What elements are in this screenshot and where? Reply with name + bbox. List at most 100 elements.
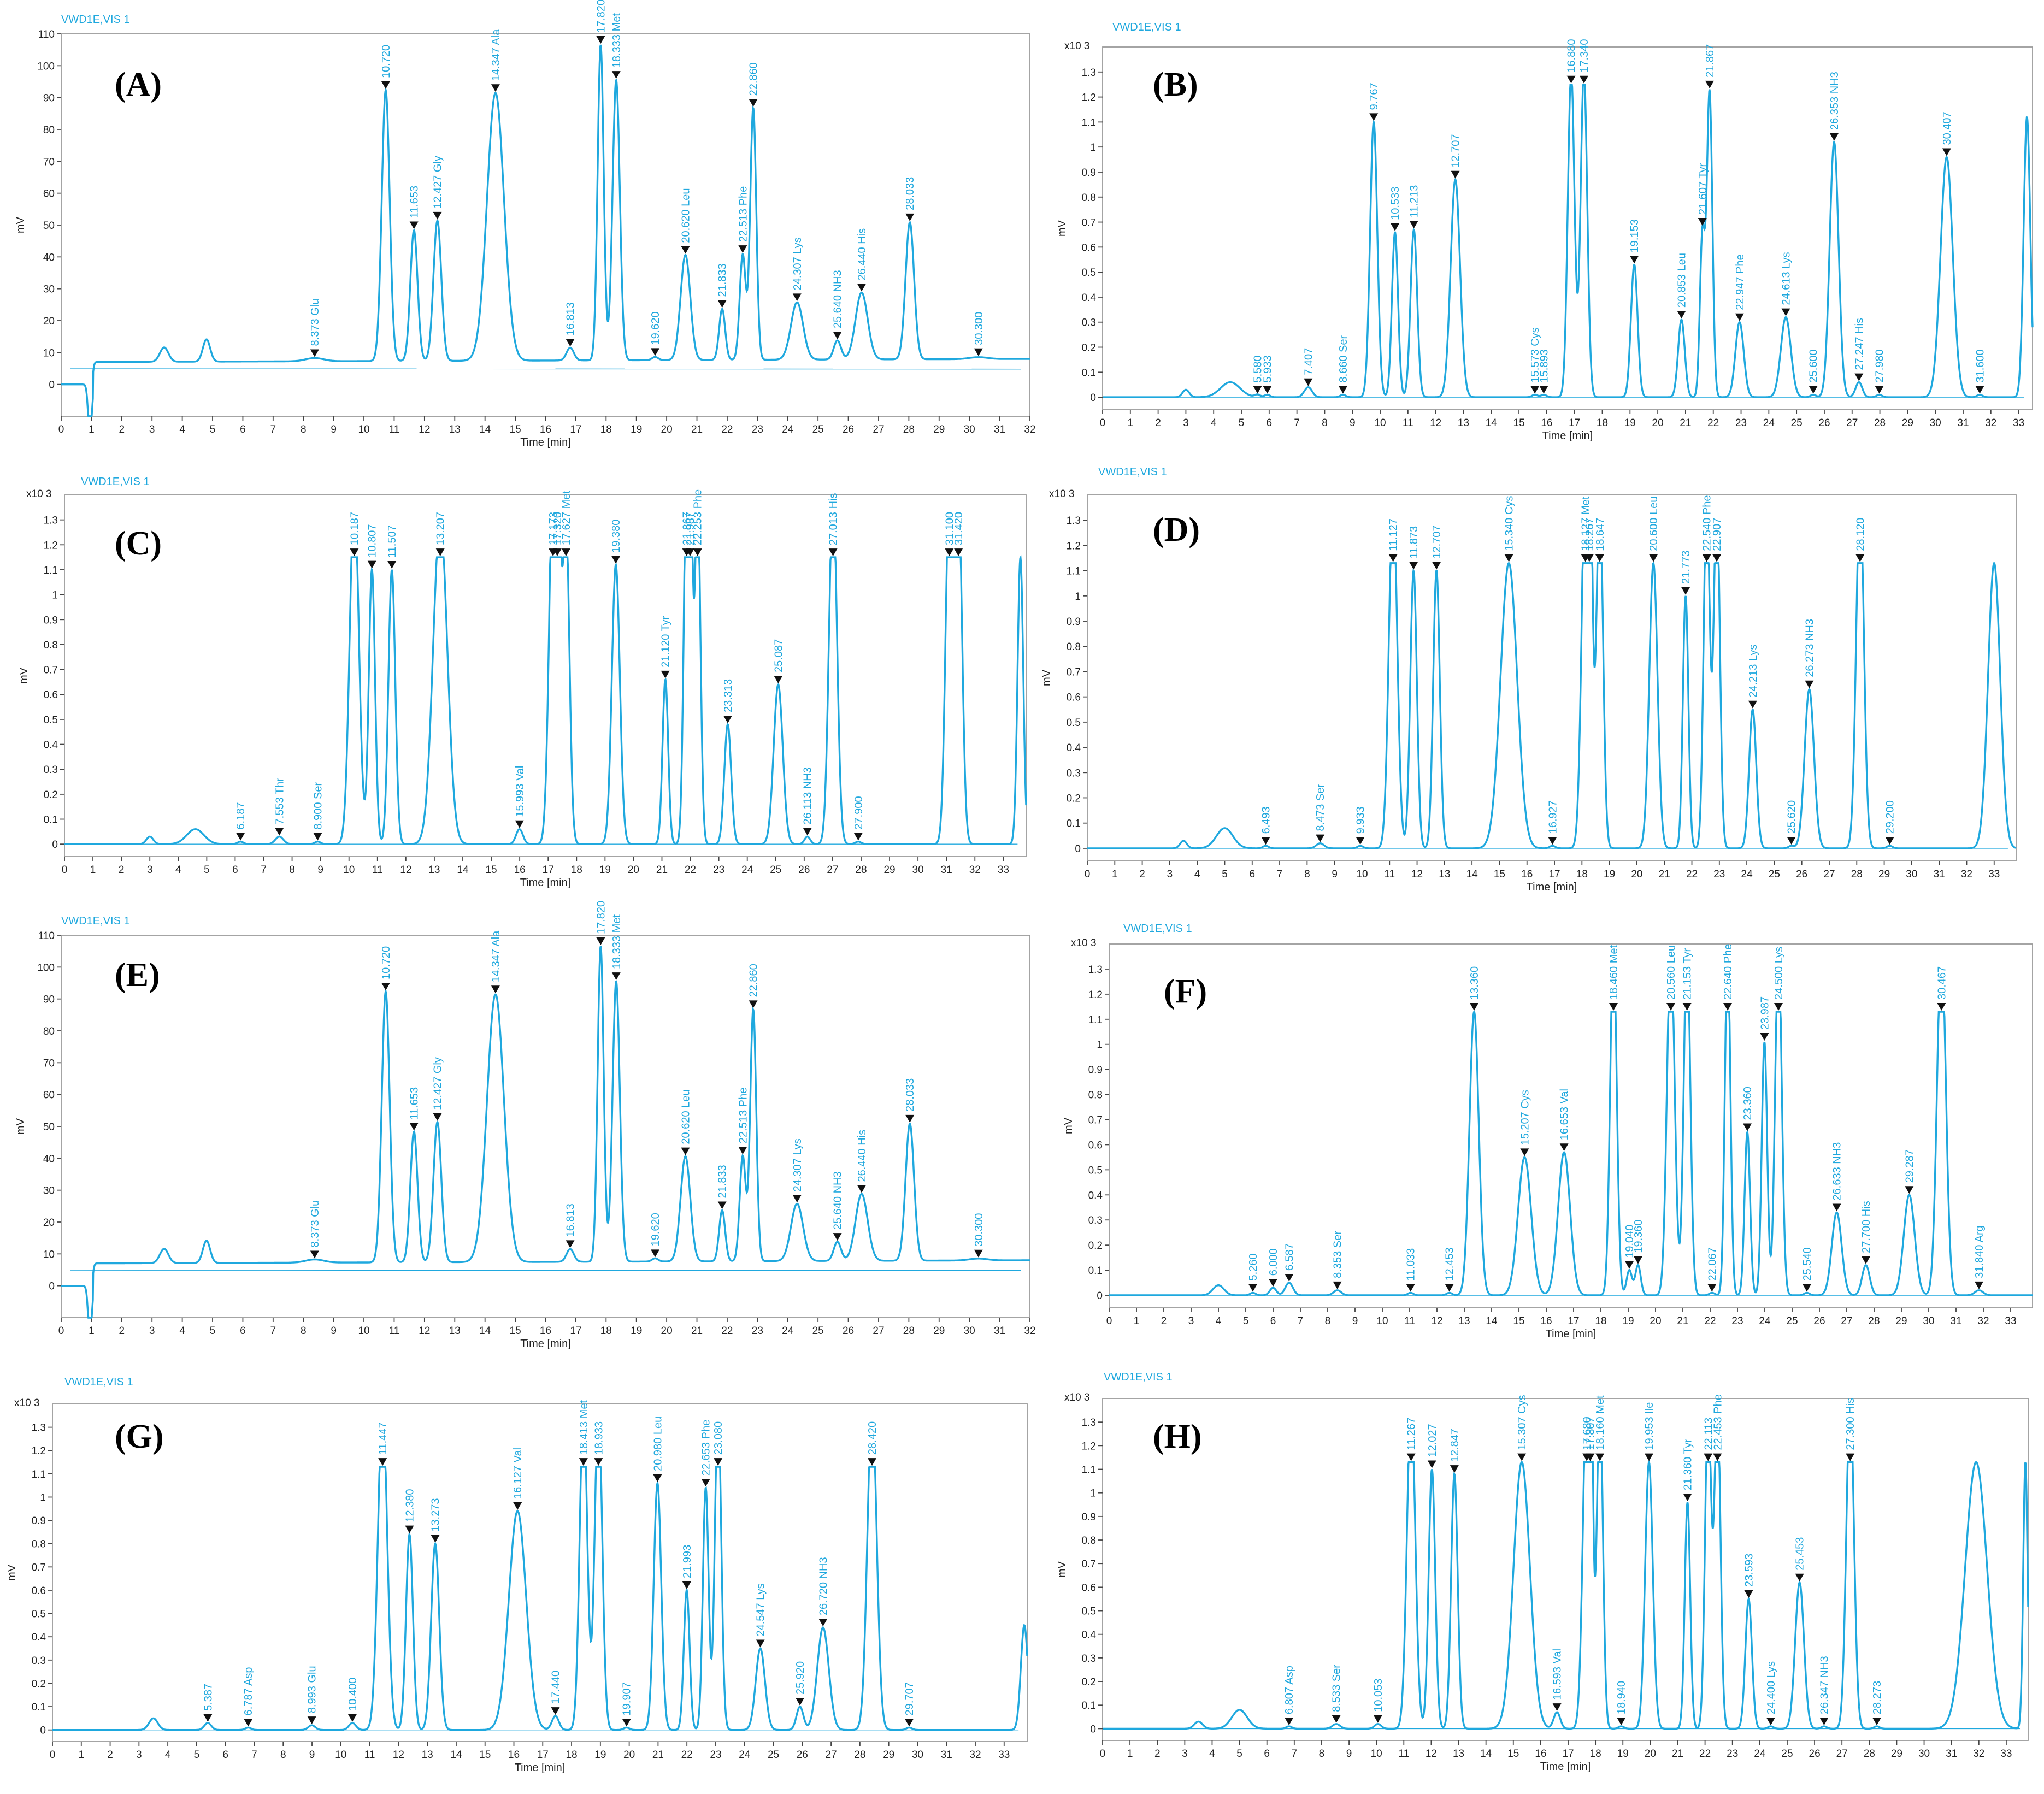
peak-marker: 20.620 Leu [680, 1089, 692, 1155]
x-tick-label: 7 [261, 864, 267, 876]
y-tick-label: 0.9 [32, 1515, 46, 1527]
peak-label: 19.953 Ile [1644, 1402, 1656, 1450]
peak-label: 12.707 [1450, 134, 1462, 168]
signal-trace [61, 44, 1030, 417]
peak-marker: 24.547 Lys [755, 1583, 767, 1648]
x-tick-label: 26 [843, 1325, 854, 1337]
peak-triangle-icon [651, 348, 660, 356]
peak-label: 29.200 [1884, 800, 1896, 834]
peak-marker: 27.980 [1874, 349, 1886, 394]
y-axis-label: mV [18, 667, 30, 684]
x-tick-label: 31 [1957, 417, 1969, 429]
peak-label: 17.807 [1584, 1417, 1597, 1450]
peak-marker: 12.453 [1444, 1247, 1456, 1292]
peak-marker: 15.893 [1538, 349, 1550, 394]
plot-frame [1102, 46, 2033, 410]
x-tick-label: 2 [119, 864, 125, 876]
peak-label: 27.980 [1874, 349, 1886, 382]
peak-triangle-icon [1781, 308, 1790, 316]
x-tick-label: 32 [969, 1749, 981, 1761]
x-tick-label: 29 [1895, 1315, 1907, 1327]
x-tick-label: 13 [1458, 417, 1469, 429]
y-tick-label: 0.8 [1082, 192, 1096, 204]
x-tick-label: 22 [1704, 1315, 1716, 1327]
peak-marker: 25.640 NH3 [832, 1171, 844, 1241]
peak-marker: 24.307 Lys [792, 1138, 804, 1203]
y-tick-label: 0.7 [1067, 666, 1081, 678]
x-tick-label: 10 [1374, 417, 1386, 429]
y-tick-label: 0.4 [32, 1632, 46, 1643]
peak-triangle-icon [1595, 554, 1604, 562]
chart-title: VWD1E,VIS 1 [1098, 466, 1167, 478]
x-tick-label: 7 [270, 424, 276, 435]
peak-triangle-icon [405, 1525, 414, 1533]
peak-marker: 21.987 [685, 512, 697, 557]
y-tick-label: 1.2 [1088, 989, 1103, 1001]
x-tick-label: 29 [1891, 1748, 1902, 1760]
x-tick-label: 4 [175, 864, 181, 876]
peak-triangle-icon [1723, 1003, 1732, 1011]
y-axis-label: mV [15, 1118, 27, 1135]
peak-marker: 31.100 [944, 512, 956, 557]
y-tick-label: 0.5 [1067, 717, 1081, 729]
x-tick-label: 8 [301, 424, 307, 435]
y-tick-label: 0.5 [1082, 267, 1096, 279]
peak-triangle-icon [1520, 1148, 1529, 1156]
y-tick-label: 0.2 [1082, 343, 1096, 354]
x-tick-label: 21 [691, 424, 703, 435]
peak-marker: 26.347 NH3 [1818, 1656, 1830, 1726]
peak-label: 9.767 [1368, 82, 1380, 110]
peak-label: 25.920 [794, 1661, 806, 1695]
peak-triangle-icon [1645, 1453, 1654, 1461]
peak-marker: 20.853 Leu [1676, 253, 1688, 319]
peak-marker: 8.993 Glu [307, 1666, 319, 1725]
x-tick-label: 6 [232, 864, 238, 876]
peak-triangle-icon [1269, 1279, 1277, 1287]
y-tick-label: 0.9 [1067, 616, 1081, 628]
x-tick-label: 9 [1346, 1748, 1352, 1760]
x-tick-label: 21 [652, 1749, 664, 1761]
peak-triangle-icon [1805, 680, 1814, 688]
x-tick-label: 19 [599, 864, 611, 876]
y-tick-label: 110 [38, 29, 55, 40]
peak-label: 17.820 [595, 901, 607, 934]
x-tick-label: 1 [1112, 869, 1118, 880]
peak-marker: 21.867 [1704, 44, 1716, 88]
y-tick-label: 0.9 [1082, 1512, 1096, 1523]
peak-triangle-icon [551, 1707, 560, 1715]
x-tick-label: 2 [1155, 417, 1161, 429]
x-tick-label: 20 [1645, 1748, 1656, 1760]
peak-marker: 19.360 [1633, 1219, 1645, 1264]
peak-marker: 6.000 [1268, 1248, 1280, 1287]
peak-marker: 8.373 Glu [309, 1200, 321, 1259]
peak-marker: 29.200 [1884, 800, 1896, 845]
peak-label: 11.033 [1405, 1248, 1417, 1281]
peak-triangle-icon [566, 1240, 575, 1248]
peak-triangle-icon [1406, 1284, 1415, 1292]
x-tick-label: 15 [1494, 869, 1505, 880]
x-tick-label: 24 [782, 424, 794, 435]
x-tick-label: 19 [631, 424, 642, 435]
x-tick-label: 21 [1659, 869, 1670, 880]
peak-label: 23.360 [1742, 1087, 1754, 1120]
x-tick-label: 28 [1868, 1315, 1880, 1327]
peak-marker: 27.300 His [1845, 1398, 1857, 1461]
y-tick-label: 0.4 [1088, 1190, 1103, 1201]
peak-marker: 24.500 Lys [1773, 947, 1785, 1011]
x-tick-label: 33 [2000, 1748, 2012, 1760]
peak-triangle-icon [1630, 256, 1639, 264]
peak-triangle-icon [1548, 837, 1557, 845]
y-tick-label: 110 [38, 930, 55, 942]
peak-marker: 26.720 NH3 [817, 1557, 829, 1627]
x-tick-label: 32 [1961, 869, 1972, 880]
peak-marker: 22.253 Phe [692, 489, 704, 557]
peak-triangle-icon [596, 36, 605, 44]
peak-marker: 17.440 [550, 1671, 562, 1715]
peak-marker: 21.833 [717, 1165, 729, 1209]
peak-triangle-icon [717, 300, 727, 308]
peak-label: 22.113 [1703, 1418, 1715, 1450]
x-tick-label: 19 [1604, 869, 1615, 880]
y-tick-label: 0.3 [44, 764, 58, 776]
peak-triangle-icon [409, 221, 419, 229]
peak-marker: 27.247 His [1853, 318, 1865, 381]
